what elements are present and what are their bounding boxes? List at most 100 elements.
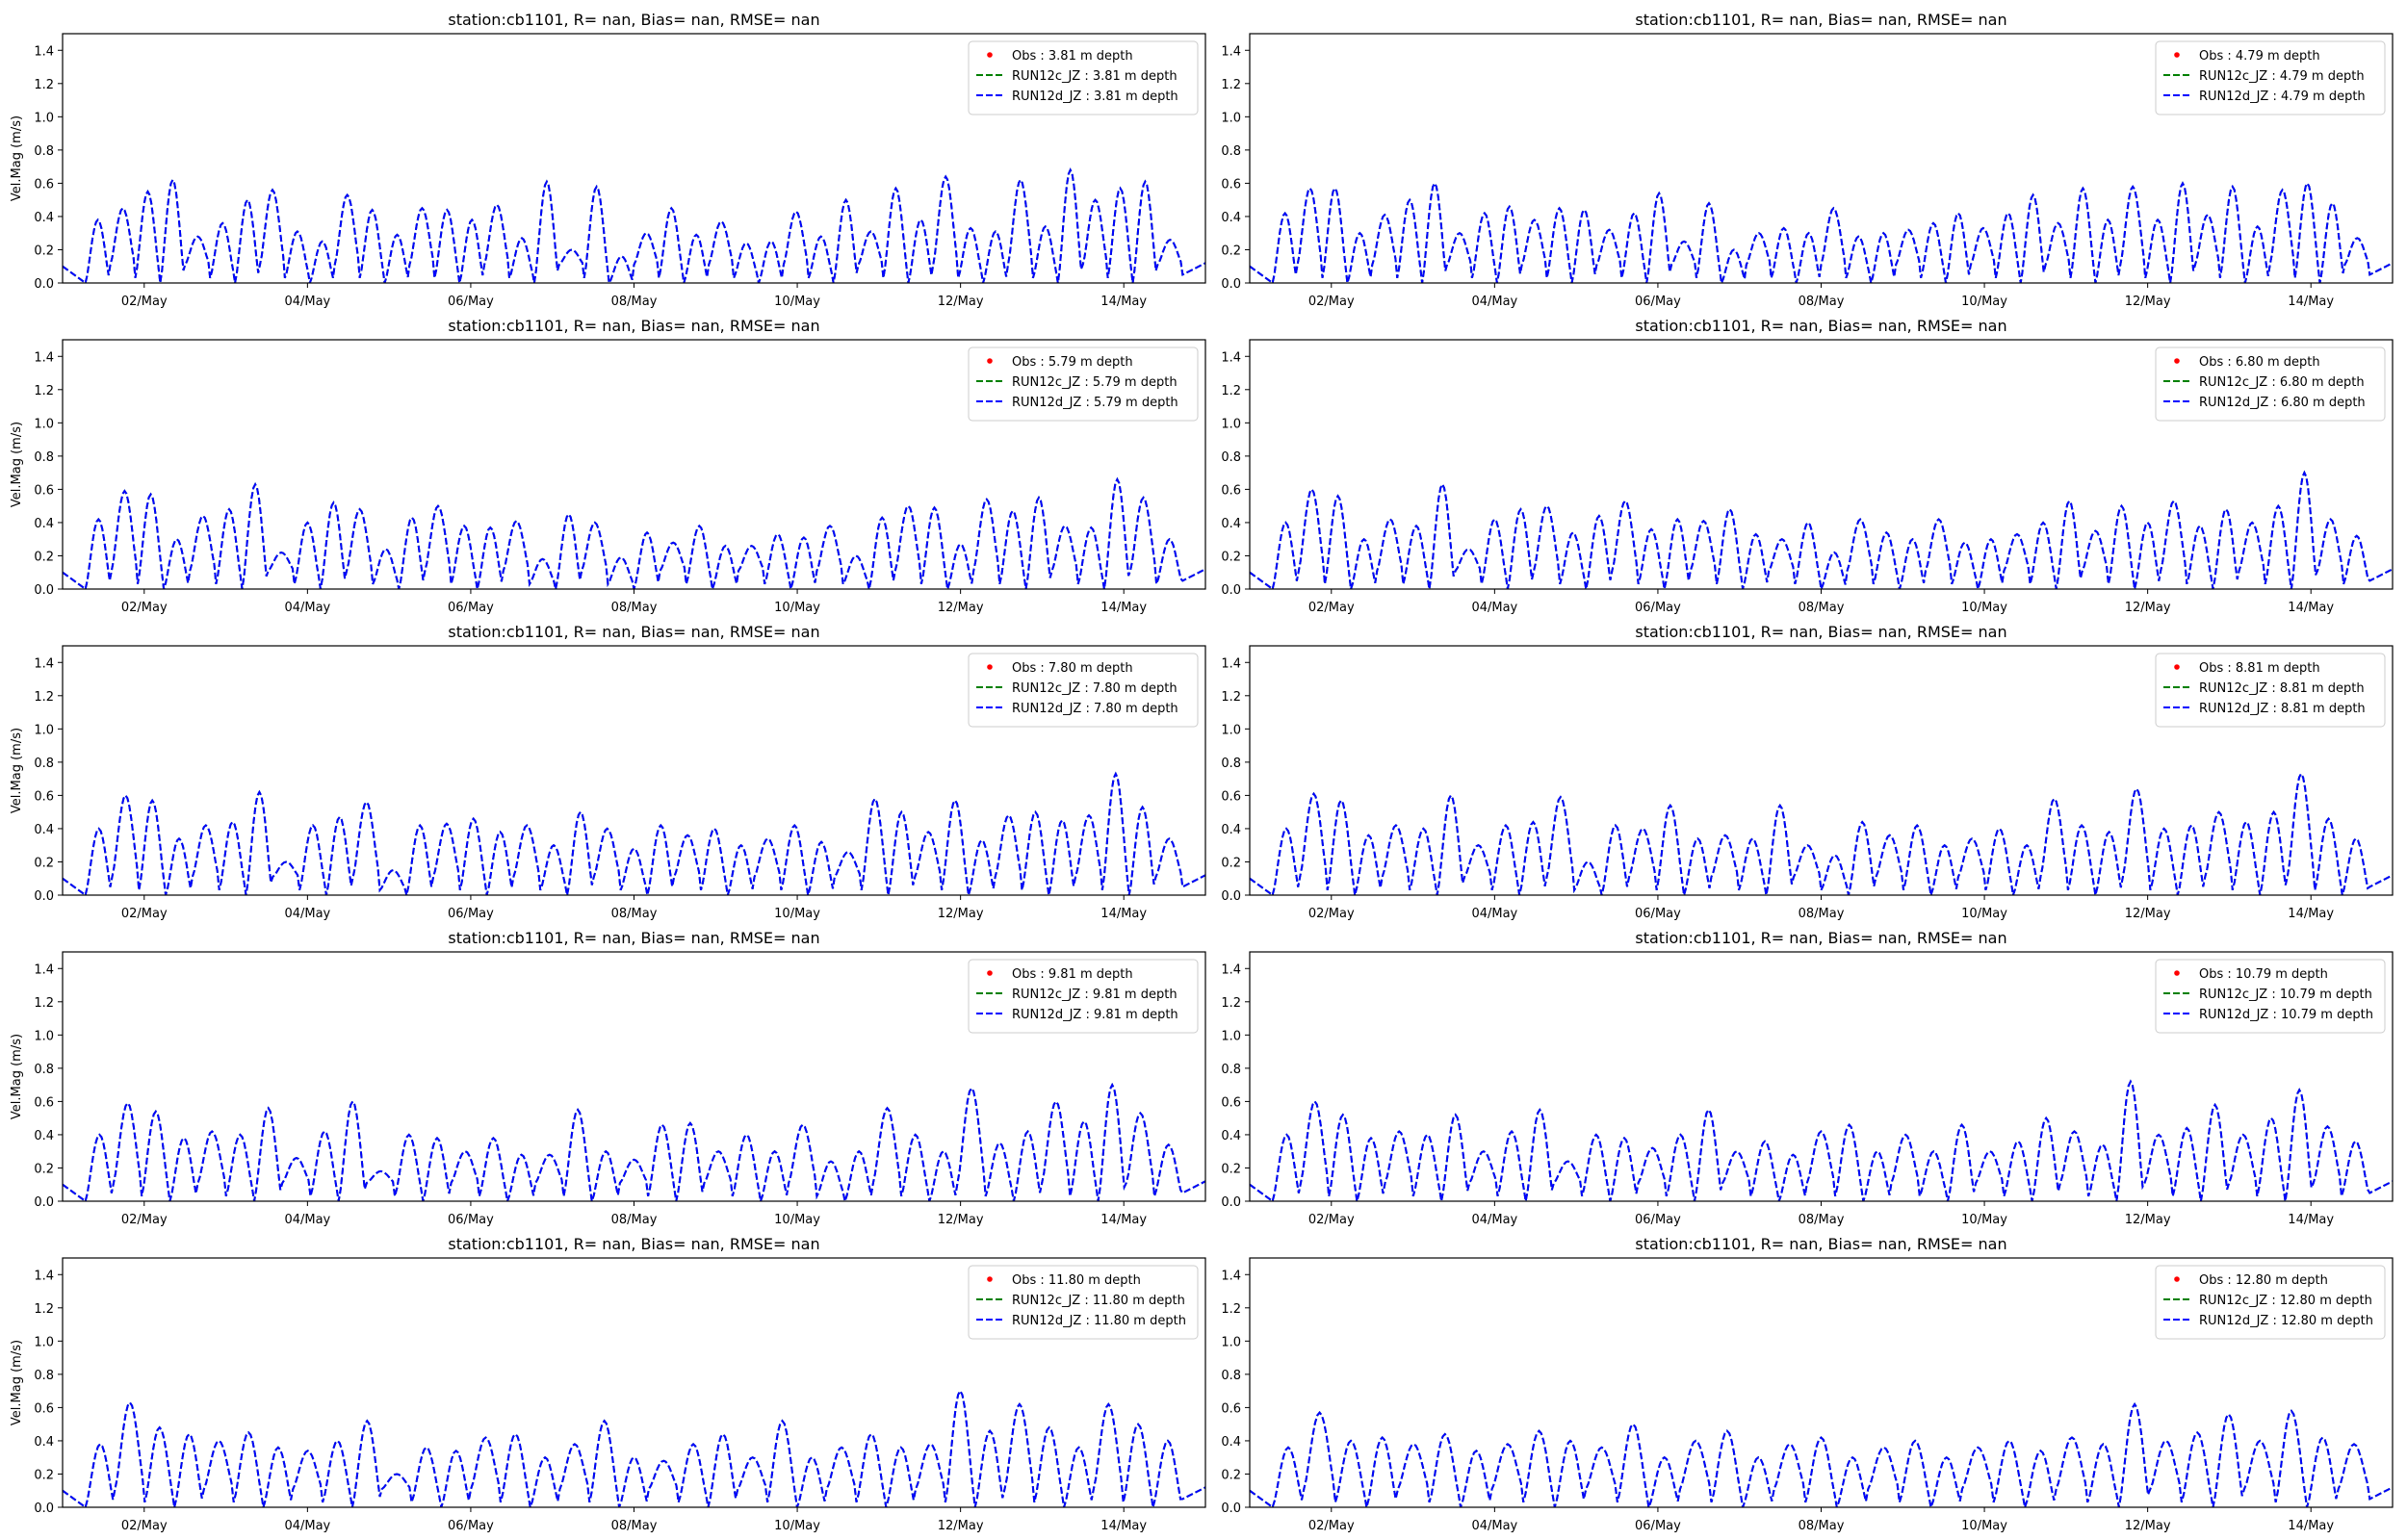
plot-frame (62, 645, 1206, 896)
legend-obs-marker (987, 664, 993, 670)
legend-obs-marker (2174, 52, 2180, 58)
x-tick-label: 04/May (284, 295, 330, 309)
legend-box (2155, 40, 2386, 116)
x-tick-label: 02/May (121, 907, 168, 921)
y-tick-label: 0.4 (34, 823, 54, 837)
legend-entry: RUN12d_JZ : 6.80 m depth (2199, 396, 2366, 410)
plot-frame (1249, 339, 2394, 590)
x-tick-label: 12/May (938, 907, 984, 921)
x-tick-label: 02/May (1308, 1213, 1355, 1227)
y-tick-label: 0.8 (1221, 1369, 1241, 1383)
x-tick-label: 06/May (1635, 1213, 1681, 1227)
y-axis-label: Vel.Mag (m/s) (10, 422, 24, 507)
y-tick-label: 0.0 (1221, 1195, 1241, 1210)
legend-obs-marker (2174, 1276, 2180, 1282)
y-tick-label: 1.0 (34, 111, 54, 125)
plot-frame (62, 33, 1206, 284)
subplot-1: station:cb1101, R= nan, Bias= nan, RMSE=… (10, 11, 1206, 309)
y-tick-label: 0.2 (1221, 550, 1241, 564)
legend-obs-marker (2174, 664, 2180, 670)
y-tick-label: 1.2 (1221, 690, 1241, 705)
y-tick-label: 0.6 (1221, 177, 1241, 192)
subplot-5: station:cb1101, R= nan, Bias= nan, RMSE=… (10, 623, 1206, 921)
legend-box (968, 959, 1199, 1034)
y-tick-label: 1.0 (1221, 417, 1241, 431)
y-tick-label: 1.0 (34, 1029, 54, 1043)
y-tick-label: 1.4 (34, 350, 54, 365)
y-tick-label: 1.2 (34, 1302, 54, 1317)
x-tick-label: 02/May (1308, 601, 1355, 615)
series-line-run12d-jz (63, 1388, 1205, 1507)
subplot-title: station:cb1101, R= nan, Bias= nan, RMSE=… (1635, 1235, 2006, 1253)
y-tick-label: 0.8 (1221, 450, 1241, 465)
plot-frame (1249, 33, 2394, 284)
y-tick-label: 0.0 (1221, 583, 1241, 598)
legend-entry: RUN12d_JZ : 10.79 m depth (2199, 1008, 2373, 1022)
x-tick-label: 02/May (1308, 907, 1355, 921)
legend-entry: RUN12d_JZ : 8.81 m depth (2199, 702, 2366, 716)
series-line-run12d-jz (1250, 771, 2393, 895)
subplot-title: station:cb1101, R= nan, Bias= nan, RMSE=… (448, 623, 819, 641)
x-tick-label: 08/May (1799, 601, 1845, 615)
y-tick-label: 0.0 (34, 583, 54, 598)
y-tick-label: 0.2 (34, 1468, 54, 1482)
x-tick-label: 02/May (1308, 295, 1355, 309)
y-tick-label: 0.2 (1221, 856, 1241, 870)
x-tick-label: 10/May (774, 1519, 820, 1533)
y-tick-label: 0.0 (1221, 889, 1241, 904)
y-tick-label: 0.6 (34, 789, 54, 804)
y-tick-label: 0.2 (34, 1162, 54, 1176)
legend-entry: RUN12c_JZ : 5.79 m depth (1012, 375, 1178, 390)
x-tick-label: 10/May (1961, 295, 2007, 309)
legend-box (968, 653, 1199, 728)
subplot-10: station:cb1101, R= nan, Bias= nan, RMSE=… (1221, 1235, 2394, 1533)
x-tick-label: 02/May (121, 1519, 168, 1533)
legend-entry: RUN12d_JZ : 12.80 m depth (2199, 1314, 2373, 1328)
legend-entry: Obs : 9.81 m depth (1012, 967, 1133, 982)
x-tick-label: 14/May (1100, 601, 1147, 615)
plot-frame (1249, 951, 2394, 1202)
x-tick-label: 12/May (2125, 907, 2171, 921)
legend-box (2155, 346, 2386, 422)
x-tick-label: 04/May (284, 1213, 330, 1227)
y-tick-label: 0.4 (34, 1129, 54, 1143)
subplot-4: station:cb1101, R= nan, Bias= nan, RMSE=… (1221, 317, 2394, 615)
y-tick-label: 1.2 (34, 996, 54, 1011)
y-tick-label: 0.2 (34, 856, 54, 870)
y-tick-label: 0.4 (1221, 1435, 1241, 1450)
x-tick-label: 02/May (121, 601, 168, 615)
y-tick-label: 0.2 (34, 550, 54, 564)
y-tick-label: 0.0 (34, 1502, 54, 1516)
x-tick-label: 10/May (1961, 907, 2007, 921)
legend-entry: Obs : 3.81 m depth (1012, 49, 1133, 64)
y-tick-label: 1.0 (34, 723, 54, 737)
y-tick-label: 0.0 (34, 277, 54, 292)
legend-obs-marker (2174, 970, 2180, 976)
y-tick-label: 0.6 (34, 1401, 54, 1416)
y-tick-label: 0.6 (34, 1095, 54, 1110)
x-tick-label: 04/May (284, 601, 330, 615)
legend-entry: RUN12c_JZ : 10.79 m depth (2199, 988, 2372, 1002)
x-tick-label: 04/May (1471, 1519, 1517, 1533)
x-tick-label: 10/May (1961, 601, 2007, 615)
y-tick-label: 1.0 (1221, 1029, 1241, 1043)
y-tick-label: 0.8 (1221, 144, 1241, 159)
x-tick-label: 04/May (284, 1519, 330, 1533)
x-tick-label: 12/May (2125, 1519, 2171, 1533)
y-tick-label: 1.4 (1221, 962, 1241, 977)
x-tick-label: 02/May (121, 1213, 168, 1227)
x-tick-label: 02/May (121, 295, 168, 309)
x-tick-label: 14/May (1100, 295, 1147, 309)
x-tick-label: 04/May (1471, 1213, 1517, 1227)
x-tick-label: 10/May (774, 1213, 820, 1227)
series-line-run12d-jz (1250, 1401, 2393, 1507)
x-tick-label: 08/May (1799, 907, 1845, 921)
legend-box (968, 346, 1199, 422)
subplot-title: station:cb1101, R= nan, Bias= nan, RMSE=… (1635, 317, 2006, 335)
y-tick-label: 1.2 (1221, 1302, 1241, 1317)
y-tick-label: 1.0 (1221, 723, 1241, 737)
x-tick-label: 06/May (448, 1519, 494, 1533)
x-tick-label: 10/May (1961, 1213, 2007, 1227)
y-tick-label: 0.2 (1221, 244, 1241, 258)
legend-entry: RUN12c_JZ : 11.80 m depth (1012, 1294, 1185, 1308)
